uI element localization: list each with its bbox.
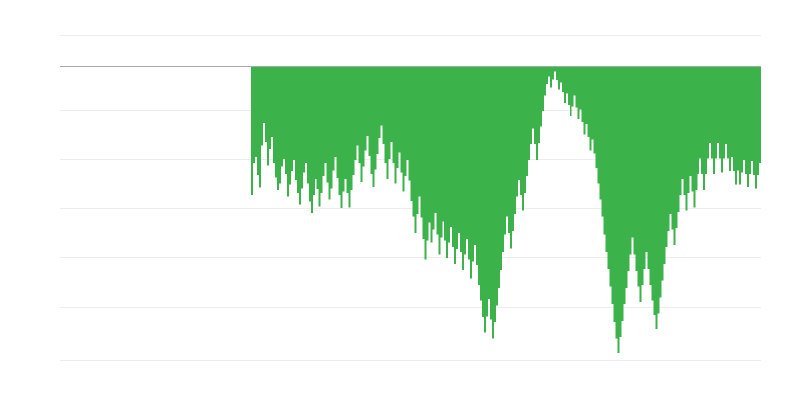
area-series-drawdown bbox=[251, 66, 761, 353]
area-fill bbox=[251, 66, 761, 353]
